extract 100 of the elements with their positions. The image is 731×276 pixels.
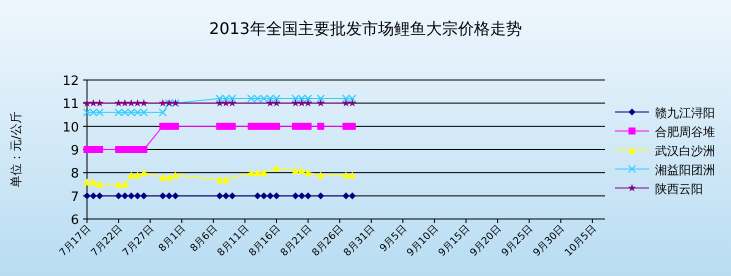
point [228,98,236,107]
point [291,98,300,107]
point [216,176,224,184]
point [316,98,325,107]
point [348,122,356,130]
point [316,94,325,103]
point [304,98,312,107]
point [120,98,129,107]
y-tick-label: 10 [62,120,79,136]
point [166,192,173,200]
point [222,192,230,200]
point [127,108,136,117]
point [348,192,356,200]
point [134,98,142,107]
point [140,169,148,176]
point [298,94,306,103]
point [272,94,281,103]
point [342,122,350,130]
x-tick-label: 8月1日 [156,223,188,254]
point [342,171,350,178]
point [273,192,280,200]
point [96,98,104,107]
point [128,192,135,200]
legend-label: 合肥周谷堆 [655,125,715,139]
point [96,146,104,153]
point [228,192,236,200]
point [134,171,142,178]
point [158,98,167,107]
y-tick-label: 8 [70,166,79,182]
point [260,192,268,200]
point [127,98,136,107]
point [115,146,122,153]
point [304,169,312,176]
point [140,98,148,107]
point [260,94,268,103]
point [272,98,281,107]
point [159,174,166,181]
point [166,174,173,181]
point [121,192,128,200]
point [304,94,312,103]
point [82,108,92,117]
point [216,98,224,107]
point [133,108,142,117]
point [253,94,262,103]
point [115,180,122,188]
point [304,122,312,130]
point [348,171,356,178]
point [90,178,97,186]
point [298,192,306,200]
point [317,192,324,200]
point [342,192,350,200]
point [291,94,300,103]
point [247,94,256,103]
x-tick-label: 10月5日 [563,223,598,259]
y-tick-label: 7 [70,190,79,205]
point [83,98,91,107]
point [140,108,148,117]
chart-title: 2013年全国主要批发市场鲤鱼大宗价格走势 [209,19,522,38]
point [254,169,262,176]
point [84,178,90,186]
point [96,108,104,117]
point [228,122,236,130]
y-tick-label: 9 [70,144,79,158]
point [96,180,104,188]
point [260,169,268,176]
point [222,94,230,103]
legend-label: 陕西云阳 [655,182,703,196]
point [158,108,167,117]
point [140,192,148,200]
point [254,192,262,200]
point [292,122,299,130]
point [222,98,230,107]
point [96,192,104,200]
point [89,108,98,117]
point [317,171,324,178]
y-tick-label: 12 [62,74,79,89]
point [222,176,230,184]
point [266,192,274,200]
point [134,192,142,200]
point [90,192,97,200]
legend-label: 赣九江浔阳 [655,106,715,120]
point [89,98,98,107]
point [348,98,356,107]
point [159,192,166,200]
point [228,94,236,103]
legend-label: 湘益阳团洲 [655,163,715,177]
legend-label: 武汉白沙洲 [655,144,715,158]
point [140,146,148,153]
point [216,94,224,103]
x-tick-label: 7月27日 [120,223,156,259]
point [172,192,179,200]
point [248,169,255,176]
y-tick-label: 6 [70,213,79,228]
point [266,98,274,107]
point [342,98,350,107]
point [248,122,255,130]
point [128,171,135,178]
point [273,122,280,130]
point [298,166,306,174]
point [317,122,324,130]
